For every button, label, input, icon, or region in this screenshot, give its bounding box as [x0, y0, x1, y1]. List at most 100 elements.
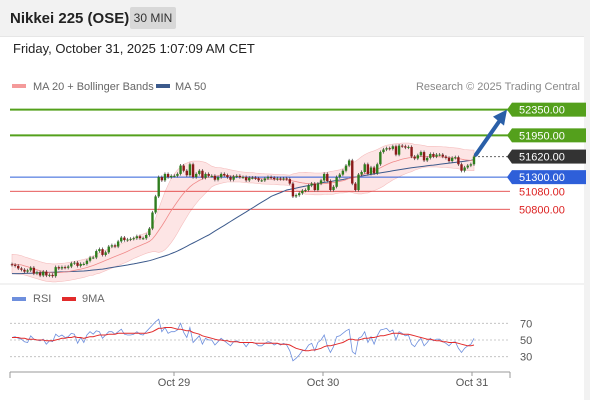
candle: [57, 267, 61, 269]
candle: [82, 263, 85, 265]
candle: [372, 167, 376, 174]
rsi-legend-label: RSI: [33, 293, 51, 305]
candle: [132, 238, 135, 240]
candle: [285, 178, 288, 180]
time-tick-label-0: Oct 29: [158, 377, 190, 389]
rsi-tick-0: 70: [520, 318, 532, 330]
candle: [466, 165, 469, 168]
candle: [460, 164, 463, 171]
candle: [360, 172, 363, 175]
candle: [198, 170, 201, 174]
rsi-tick-2: 30: [520, 352, 532, 364]
candle: [432, 154, 435, 157]
candle: [297, 193, 301, 196]
candle: [70, 263, 73, 267]
candle: [419, 152, 423, 156]
candle: [441, 154, 444, 157]
candle: [151, 212, 154, 229]
candle: [273, 177, 276, 180]
candle: [201, 170, 204, 178]
candle: [366, 164, 370, 174]
candle: [229, 177, 232, 180]
candle: [113, 245, 117, 247]
candle: [32, 267, 36, 274]
level-box-1: [512, 128, 586, 143]
price-layer: 52350.00 51950.00 51620.00 51300.00 51080.00…: [10, 102, 586, 283]
candle: [13, 264, 17, 266]
rsi-tick-1: 50: [520, 335, 532, 347]
candle: [416, 155, 420, 159]
datetime-label: Friday, October 31, 2025 1:07:09 AM CET: [13, 41, 255, 56]
level-box-tip-3: [507, 170, 512, 185]
candle: [170, 175, 173, 178]
candle: [85, 260, 89, 264]
candle: [388, 148, 391, 150]
candle: [304, 190, 307, 191]
candle: [110, 245, 114, 247]
ma50-legend-swatch: [156, 84, 170, 88]
candle: [435, 154, 438, 157]
candle: [23, 269, 26, 272]
candle: [425, 157, 429, 161]
candle: [88, 257, 92, 261]
candle: [422, 152, 426, 161]
candle: [288, 179, 292, 184]
level-box-0: [512, 102, 586, 117]
candle: [48, 274, 51, 276]
candle: [401, 145, 404, 147]
candle: [257, 178, 260, 181]
candle: [138, 236, 142, 239]
candle: [173, 175, 176, 177]
candle: [126, 239, 129, 241]
candle: [244, 177, 248, 181]
candle: [179, 165, 182, 174]
candle: [79, 263, 82, 266]
candle: [182, 165, 185, 171]
candle: [95, 251, 98, 258]
candle: [429, 154, 432, 158]
candle: [382, 149, 385, 153]
candle: [60, 267, 64, 269]
candle: [341, 170, 345, 175]
candle: [376, 164, 379, 174]
candle: [42, 271, 45, 276]
candle: [116, 241, 120, 247]
candle: [123, 237, 126, 241]
candle: [407, 146, 410, 148]
candle: [235, 175, 238, 177]
candle: [332, 186, 335, 190]
level-box-2: [512, 149, 586, 164]
candle: [194, 173, 198, 178]
candle: [310, 183, 313, 186]
candle: [254, 177, 257, 179]
timeframe-button[interactable]: 30 MIN: [130, 7, 176, 29]
time-tick-label-1: Oct 30: [307, 377, 339, 389]
rsi-ma-line: [12, 327, 475, 352]
ma50-line: [12, 159, 475, 275]
candle: [260, 180, 263, 182]
level-box-tip-1: [507, 128, 512, 143]
candle: [17, 265, 20, 269]
candle: [351, 160, 354, 184]
candle: [463, 167, 466, 171]
candle: [166, 173, 170, 178]
candle: [207, 173, 210, 176]
candle: [329, 181, 332, 190]
candle: [369, 167, 373, 174]
candle: [223, 173, 226, 176]
candle: [282, 178, 285, 180]
candle: [73, 262, 76, 264]
candle: [91, 257, 95, 259]
candle: [413, 156, 416, 159]
candle: [322, 173, 326, 181]
candle: [120, 237, 123, 242]
candle: [98, 249, 101, 252]
candle: [54, 267, 57, 277]
candle: [248, 177, 251, 181]
rsi-ma-legend-label: 9MA: [82, 293, 105, 305]
candle: [29, 267, 32, 271]
candle: [38, 272, 42, 276]
candle: [63, 267, 67, 269]
candle: [176, 173, 179, 176]
candle: [104, 252, 107, 255]
